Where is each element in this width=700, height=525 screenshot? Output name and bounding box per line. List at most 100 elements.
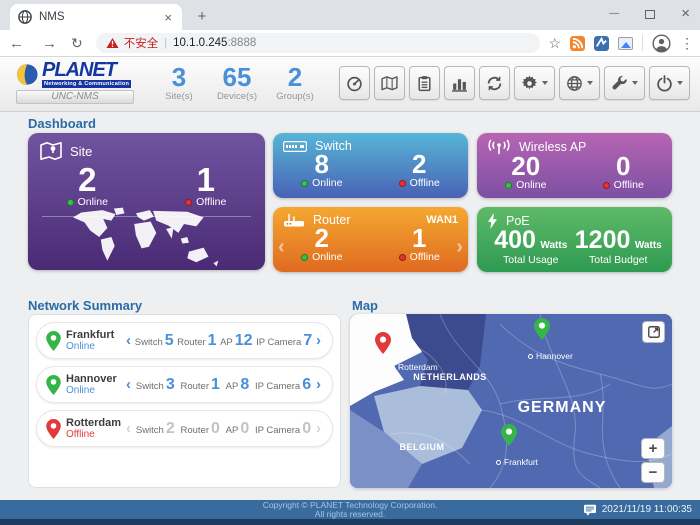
planet-globe-icon — [16, 63, 39, 86]
tab-close-icon[interactable]: × — [164, 9, 172, 25]
camera-count: 0 — [302, 419, 312, 437]
gauge-icon — [347, 76, 362, 91]
url-host[interactable]: 10.1.0.245 — [173, 37, 228, 49]
map-pin-rotterdam[interactable] — [372, 332, 394, 359]
language-button[interactable] — [559, 66, 600, 100]
switch-card-title: Switch — [315, 139, 352, 153]
footer-clock: 2021/11/19 11:00:35 — [583, 500, 692, 519]
row-prev-icon[interactable]: ‹ — [126, 420, 131, 437]
site-row-hannover[interactable]: Hannover Online ‹ Switch 3 Router 1 AP 8 IP… — [36, 366, 333, 403]
router-offline-count: 1 — [412, 223, 427, 253]
report-button[interactable] — [409, 66, 440, 100]
switch-count: 2 — [165, 419, 175, 437]
bottom-strip — [0, 519, 700, 525]
console-icon[interactable] — [583, 504, 597, 516]
online-label: Online — [77, 196, 108, 208]
dashboard-button[interactable] — [339, 66, 370, 100]
map-label-hannover: Hannover — [528, 351, 573, 361]
green-pin-icon — [534, 318, 550, 340]
city-dot — [528, 353, 533, 359]
footer-copyright: Copyright © PLANET Technology Corporatio… — [0, 501, 700, 518]
green-pin-icon — [46, 374, 61, 395]
router-card-title: Router — [313, 213, 351, 227]
switch-label: Switch — [135, 424, 164, 436]
blue-extension-icon[interactable] — [594, 35, 609, 51]
map-panel[interactable]: NETHERLANDS BELGIUM GERMANY Rotterdam — [350, 314, 672, 488]
map-label-rotterdam: Rotterdam — [390, 362, 438, 372]
bookmark-star-icon[interactable]: ☆ — [548, 34, 561, 51]
browser-menu-icon[interactable]: ⋮ — [680, 34, 694, 51]
router-device-icon — [284, 214, 304, 227]
router-online-count: 2 — [314, 223, 329, 253]
poe-usage-value: 400 — [494, 226, 536, 254]
router-card[interactable]: Router WAN1 ‹ › 2 Online 1 Offline — [273, 207, 468, 272]
switch-label: Switch — [134, 336, 163, 348]
region-label-belgium: BELGIUM — [400, 442, 445, 452]
site-name: Rotterdam — [66, 416, 122, 429]
refresh-button[interactable] — [479, 66, 510, 100]
map-zoom-out-button[interactable]: − — [641, 462, 665, 483]
footer-bar: Copyright © PLANET Technology Corporatio… — [0, 500, 700, 519]
online-label: Online — [312, 251, 343, 263]
maintenance-button[interactable] — [604, 66, 645, 100]
window-close-button[interactable]: × — [681, 5, 690, 22]
security-warning-label[interactable]: 不安全 — [123, 38, 159, 50]
window-minimize-button[interactable]: — — [609, 8, 620, 19]
row-prev-icon[interactable]: ‹ — [126, 376, 131, 393]
map-pin-frankfurt[interactable] — [498, 424, 520, 451]
site-map-icon — [40, 142, 62, 160]
map-view-button[interactable] — [374, 66, 405, 100]
row-prev-icon[interactable]: ‹ — [126, 332, 131, 349]
address-bar[interactable]: 不安全 | 10.1.0.245 :8888 — [95, 33, 541, 53]
row-next-icon[interactable]: › — [316, 332, 321, 349]
back-button[interactable]: ← — [9, 34, 24, 52]
camera-count: 6 — [302, 375, 312, 393]
expand-icon — [647, 326, 660, 338]
map-pin-hannover[interactable] — [531, 318, 553, 345]
tab-title: NMS — [39, 11, 65, 23]
profile-avatar-icon[interactable] — [652, 33, 671, 53]
router-label: Router — [177, 336, 206, 348]
row-next-icon[interactable]: › — [316, 376, 321, 393]
site-name: Hannover — [66, 372, 117, 385]
ap-label: AP — [225, 380, 239, 392]
wrench-icon — [612, 75, 627, 89]
globe-favicon-icon — [18, 10, 32, 24]
browser-tab[interactable]: NMS × — [10, 4, 182, 30]
online-dot — [66, 198, 74, 206]
browser-actions: ☆ ⋮ — [548, 33, 700, 53]
browser-tab-bar: NMS × + — × — [0, 0, 700, 30]
camera-label: IP Camera — [254, 424, 301, 436]
switch-card[interactable]: Switch 8 Online 2 Offline — [273, 133, 468, 198]
ap-count: 0 — [240, 419, 250, 437]
site-row-frankfurt[interactable]: Frankfurt Online ‹ Switch 5 Router 1 AP 12 … — [36, 322, 333, 359]
image-extension-icon[interactable] — [618, 36, 633, 50]
power-button[interactable] — [649, 66, 690, 100]
router-prev-icon[interactable]: ‹ — [278, 236, 285, 258]
map-expand-button[interactable] — [642, 321, 665, 343]
poe-budget-label: Total Budget — [589, 254, 648, 266]
reload-button[interactable]: ↻ — [71, 34, 83, 51]
switch-offline-count: 2 — [412, 149, 427, 179]
globe-icon — [567, 75, 582, 91]
switch-label: Switch — [135, 380, 164, 392]
map-zoom-in-button[interactable]: + — [641, 438, 665, 459]
stat-groups[interactable]: 2 Group(s) — [274, 63, 316, 102]
rights-line: All rights reserved. — [314, 508, 386, 519]
statistics-button[interactable] — [444, 66, 475, 100]
stat-devices[interactable]: 65 Device(s) — [216, 63, 258, 102]
settings-button[interactable] — [514, 66, 555, 100]
url-port[interactable]: :8888 — [227, 37, 257, 49]
poe-card[interactable]: PoE 400 Watts Total Usage 1200 Watts Tot… — [477, 207, 672, 272]
site-card[interactable]: Site 2 Online 1 Offline — [28, 133, 265, 270]
row-next-icon[interactable]: › — [316, 420, 321, 437]
window-maximize-button[interactable] — [645, 9, 656, 19]
router-next-icon[interactable]: › — [456, 236, 463, 258]
brand-tagline: Networking & Communication — [42, 80, 132, 88]
wireless-ap-card[interactable]: Wireless AP 20 Online 0 Offline — [477, 133, 672, 198]
site-row-rotterdam[interactable]: Rotterdam Offline ‹ Switch 2 Router 0 AP 0 … — [36, 410, 333, 447]
stat-sites[interactable]: 3 Site(s) — [158, 63, 200, 102]
new-tab-button[interactable]: + — [197, 8, 207, 25]
rss-extension-icon[interactable] — [570, 35, 585, 51]
forward-button[interactable]: → — [42, 34, 57, 52]
